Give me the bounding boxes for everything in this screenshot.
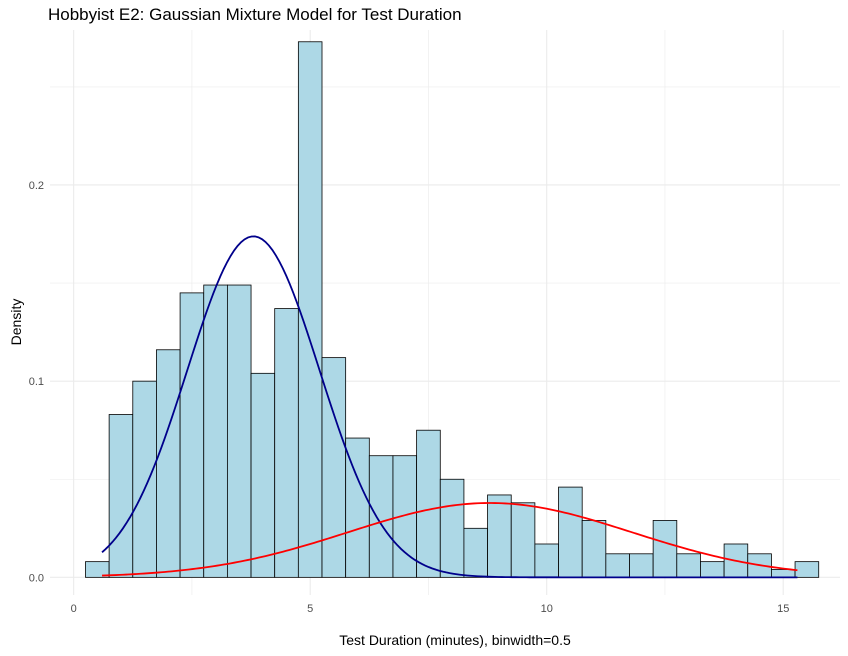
histogram-bar <box>652 520 678 578</box>
histogram-bar <box>487 494 512 578</box>
histogram-bar <box>771 569 796 578</box>
histogram-bar <box>794 561 820 578</box>
histogram-bar <box>581 520 607 578</box>
tick-labels: 0 5 10 15 0.0 0.1 0.2 <box>29 180 790 615</box>
x-axis-label: Test Duration (minutes), binwidth=0.5 <box>339 632 571 648</box>
histogram-bar <box>108 414 134 578</box>
x-tick-label: 10 <box>541 603 553 615</box>
gmm-component-curve-1 <box>101 235 798 579</box>
histogram-bar <box>463 527 488 578</box>
histogram-bar <box>629 553 654 578</box>
histogram-bar <box>368 455 394 578</box>
x-tick-label: 0 <box>71 603 77 615</box>
histogram-bar <box>203 284 228 578</box>
histogram-bar <box>274 308 299 578</box>
histogram-bar <box>439 478 465 578</box>
histogram-bar <box>179 292 205 578</box>
x-tick-label: 15 <box>777 603 789 615</box>
histogram-bar <box>250 372 276 578</box>
histogram-bar <box>534 543 559 578</box>
histogram-bar <box>510 502 536 578</box>
histogram-bar <box>605 553 630 578</box>
histogram-bar <box>297 41 323 578</box>
y-tick-label: 0.1 <box>29 376 44 388</box>
histogram-bar <box>676 553 701 578</box>
y-tick-label: 0.0 <box>29 572 44 584</box>
density-curves <box>101 235 798 579</box>
x-tick-label: 5 <box>307 603 313 615</box>
histogram-bar <box>132 380 157 578</box>
histogram-bar <box>156 349 181 578</box>
gmm-component-curve-2 <box>102 502 798 577</box>
histogram-bar <box>226 284 252 578</box>
histogram-bar <box>416 429 441 578</box>
histogram-bar <box>700 561 725 578</box>
histogram-bar <box>558 486 583 578</box>
y-tick-label: 0.2 <box>29 180 44 192</box>
histogram-bars <box>85 41 820 578</box>
chart-title: Hobbyist E2: Gaussian Mixture Model for … <box>48 5 462 24</box>
